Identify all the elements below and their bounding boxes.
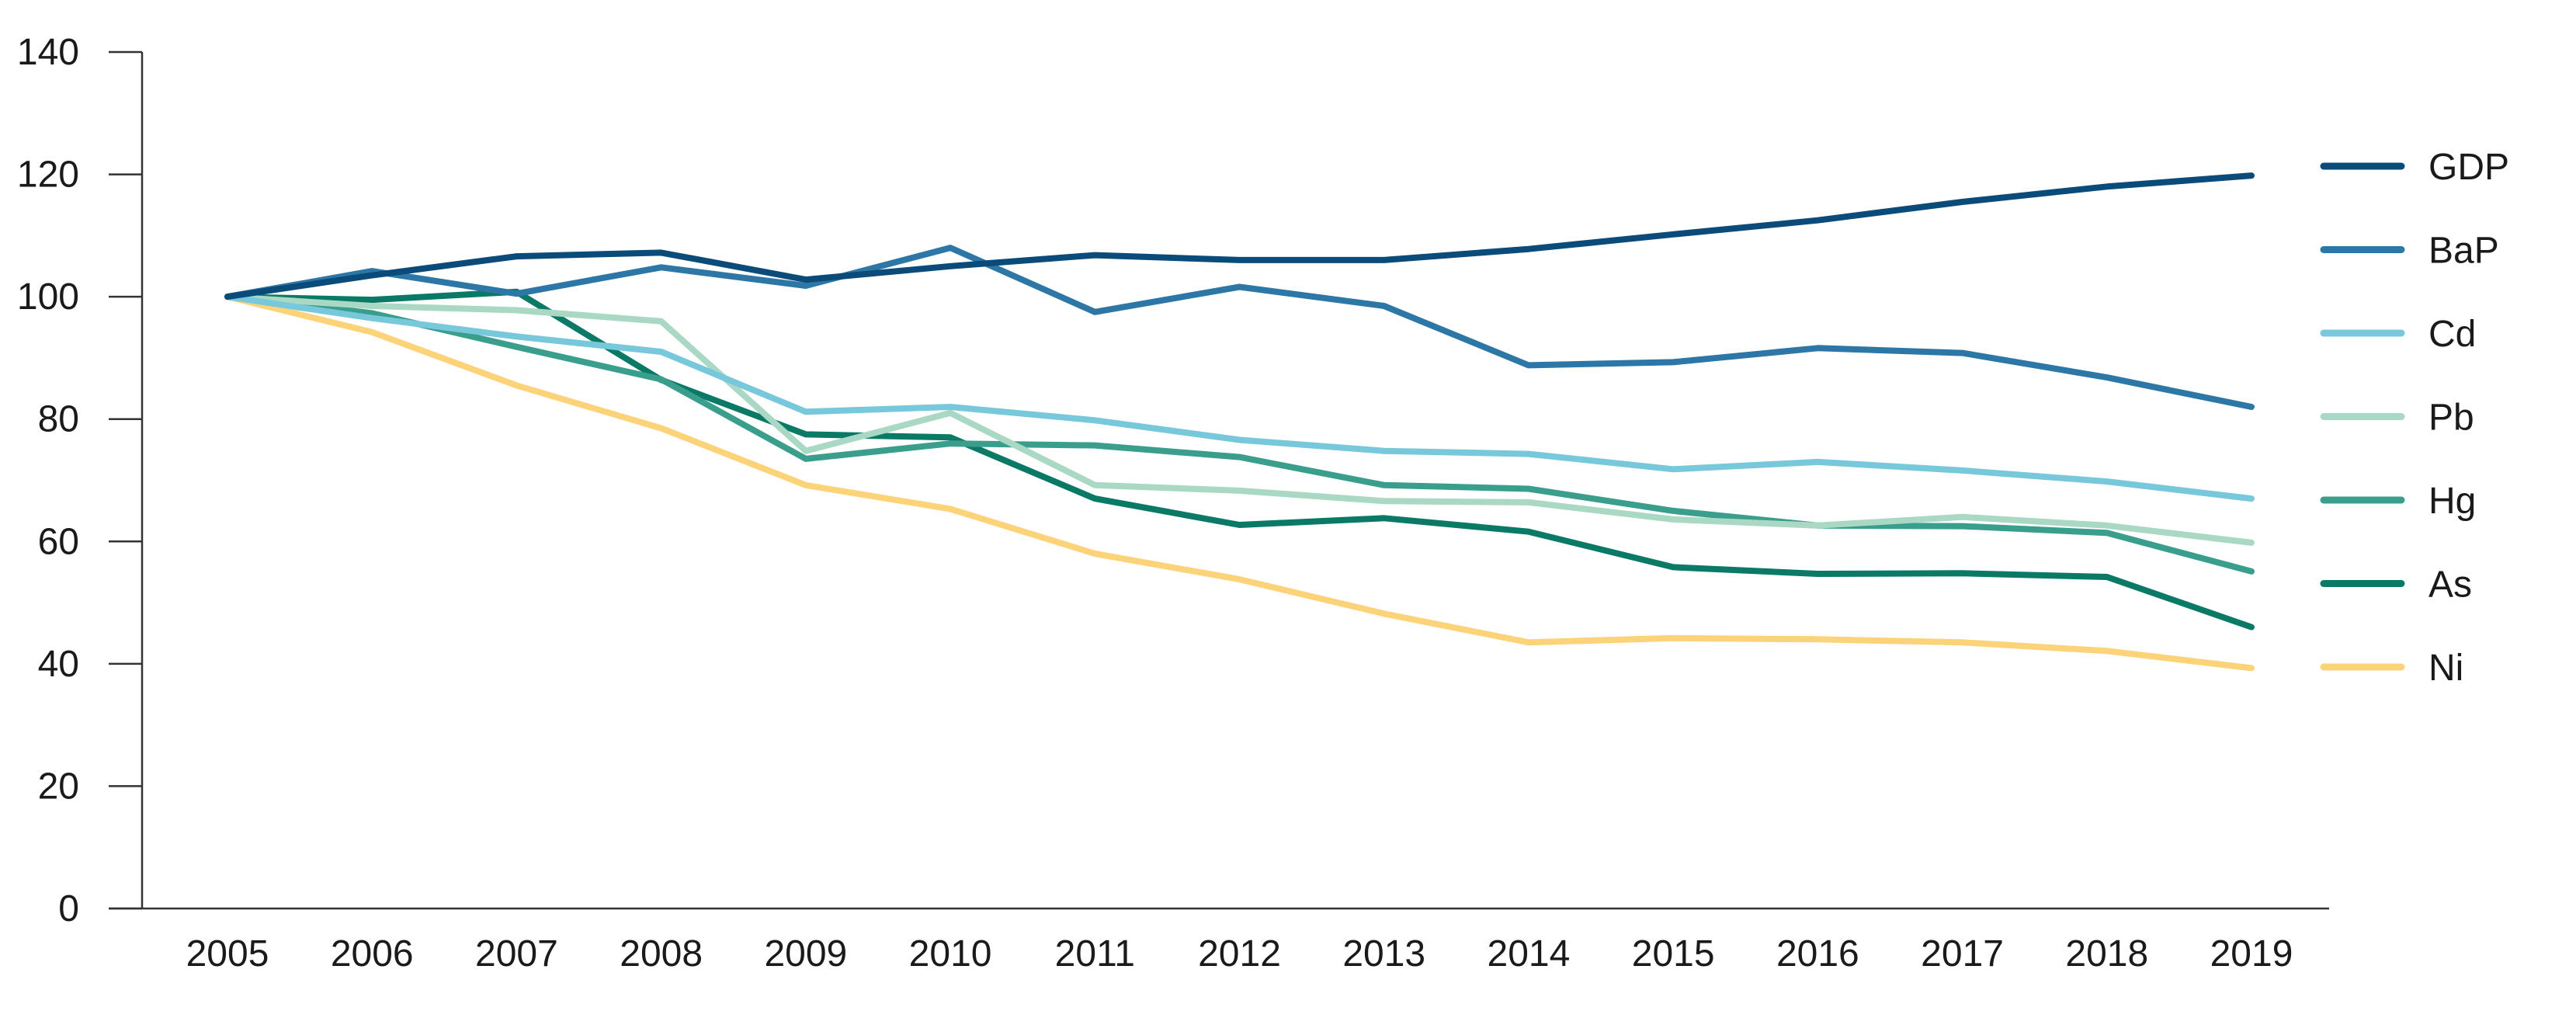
x-tick-label: 2005 [186, 933, 269, 975]
x-tick-label: 2008 [620, 933, 703, 975]
legend-label: BaP [2428, 231, 2499, 272]
legend-label: As [2428, 565, 2472, 606]
x-tick-label: 2006 [331, 933, 414, 975]
series-line-cd [224, 294, 2255, 502]
x-tick-label: 2012 [1198, 933, 1281, 975]
x-tick-label: 2011 [1055, 933, 1135, 975]
x-tick-label: 2009 [764, 933, 847, 975]
legend-label: Cd [2428, 314, 2476, 355]
legend-item-hg: Hg [2320, 481, 2476, 522]
y-axis-ticks: 0 20 40 60 80 100 120 140 [17, 32, 142, 929]
legend-item-bap: BaP [2320, 231, 2499, 272]
legend-label: GDP [2428, 147, 2509, 188]
y-tick-label: 80 [38, 399, 79, 440]
series-line-gdp [224, 172, 2255, 301]
x-tick-label: 2014 [1488, 933, 1571, 975]
y-tick-label: 140 [17, 32, 79, 73]
legend-label: Ni [2428, 648, 2463, 689]
x-tick-label: 2015 [1632, 933, 1715, 975]
legend: GDP BaP Cd Pb Hg As Ni [2320, 147, 2509, 689]
y-tick-label: 120 [17, 155, 79, 196]
series-lines [224, 172, 2255, 672]
series-line-hg [224, 294, 2255, 575]
series-line-bap [224, 245, 2255, 410]
series-line-ni [224, 294, 2255, 672]
legend-item-as: As [2320, 565, 2472, 606]
x-tick-label: 2007 [475, 933, 558, 975]
legend-label: Pb [2428, 398, 2474, 439]
series-line-as [224, 288, 2255, 631]
x-axis-ticks: 2005 2006 2007 2008 2009 2010 2011 2012 2013 2014… [186, 933, 2293, 975]
legend-label: Hg [2428, 481, 2476, 522]
y-tick-label: 100 [17, 276, 79, 318]
x-tick-label: 2010 [909, 933, 992, 975]
series-line-pb [224, 294, 2255, 546]
y-tick-label: 20 [38, 766, 79, 807]
y-tick-label: 60 [38, 521, 79, 562]
y-tick-label: 40 [38, 644, 79, 685]
legend-item-ni: Ni [2320, 648, 2463, 689]
x-tick-label: 2016 [1776, 933, 1859, 975]
y-tick-label: 0 [58, 888, 79, 929]
legend-item-cd: Cd [2320, 314, 2476, 355]
x-tick-label: 2013 [1342, 933, 1425, 975]
legend-item-gdp: GDP [2320, 147, 2509, 188]
legend-item-pb: Pb [2320, 398, 2474, 439]
x-tick-label: 2018 [2065, 933, 2148, 975]
x-tick-label: 2017 [1921, 933, 2004, 975]
x-tick-label: 2019 [2210, 933, 2293, 975]
